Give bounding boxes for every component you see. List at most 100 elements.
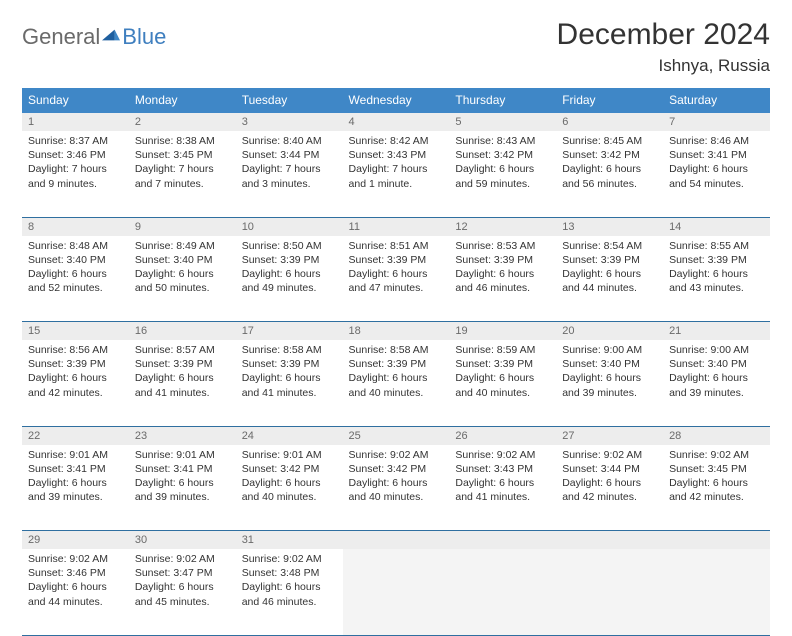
day-cell: Sunrise: 8:53 AMSunset: 3:39 PMDaylight:… — [449, 236, 556, 322]
day-number: 20 — [556, 322, 663, 341]
sunrise-text: Sunrise: 9:01 AM — [135, 448, 230, 462]
day-content: Sunrise: 8:58 AMSunset: 3:39 PMDaylight:… — [236, 340, 343, 406]
sunset-text: Sunset: 3:44 PM — [242, 148, 337, 162]
day-number: 9 — [129, 217, 236, 236]
sunset-text: Sunset: 3:42 PM — [455, 148, 550, 162]
day-cell — [556, 549, 663, 635]
sunset-text: Sunset: 3:39 PM — [455, 357, 550, 371]
daylight-text: Daylight: 6 hours and 44 minutes. — [562, 267, 657, 295]
day-content: Sunrise: 9:02 AMSunset: 3:47 PMDaylight:… — [129, 549, 236, 615]
sunset-text: Sunset: 3:42 PM — [242, 462, 337, 476]
day-content: Sunrise: 8:46 AMSunset: 3:41 PMDaylight:… — [663, 131, 770, 197]
logo-text-general: General — [22, 24, 100, 50]
week-row: Sunrise: 8:56 AMSunset: 3:39 PMDaylight:… — [22, 340, 770, 426]
day-content: Sunrise: 8:55 AMSunset: 3:39 PMDaylight:… — [663, 236, 770, 302]
day-number — [556, 531, 663, 550]
sunset-text: Sunset: 3:39 PM — [562, 253, 657, 267]
daynum-row: 891011121314 — [22, 217, 770, 236]
sunrise-text: Sunrise: 8:45 AM — [562, 134, 657, 148]
location-subtitle: Ishnya, Russia — [557, 56, 770, 76]
day-number: 12 — [449, 217, 556, 236]
daylight-text: Daylight: 6 hours and 45 minutes. — [135, 580, 230, 608]
sunrise-text: Sunrise: 8:56 AM — [28, 343, 123, 357]
day-cell: Sunrise: 9:01 AMSunset: 3:42 PMDaylight:… — [236, 445, 343, 531]
week-row: Sunrise: 9:01 AMSunset: 3:41 PMDaylight:… — [22, 445, 770, 531]
daylight-text: Daylight: 6 hours and 39 minutes. — [135, 476, 230, 504]
day-number: 10 — [236, 217, 343, 236]
week-row: Sunrise: 8:48 AMSunset: 3:40 PMDaylight:… — [22, 236, 770, 322]
daylight-text: Daylight: 6 hours and 40 minutes. — [455, 371, 550, 399]
daylight-text: Daylight: 6 hours and 39 minutes. — [669, 371, 764, 399]
day-number: 17 — [236, 322, 343, 341]
sunset-text: Sunset: 3:40 PM — [562, 357, 657, 371]
day-cell — [343, 549, 450, 635]
weekday-header: Sunday — [22, 88, 129, 113]
weekday-header-row: Sunday Monday Tuesday Wednesday Thursday… — [22, 88, 770, 113]
sunset-text: Sunset: 3:39 PM — [349, 253, 444, 267]
weekday-header: Monday — [129, 88, 236, 113]
daynum-row: 293031 — [22, 531, 770, 550]
day-number: 5 — [449, 113, 556, 131]
calendar-table: Sunday Monday Tuesday Wednesday Thursday… — [22, 88, 770, 636]
page-title: December 2024 — [557, 18, 770, 52]
day-cell: Sunrise: 8:40 AMSunset: 3:44 PMDaylight:… — [236, 131, 343, 217]
sunset-text: Sunset: 3:40 PM — [28, 253, 123, 267]
daylight-text: Daylight: 6 hours and 42 minutes. — [28, 371, 123, 399]
daylight-text: Daylight: 6 hours and 50 minutes. — [135, 267, 230, 295]
sunrise-text: Sunrise: 8:57 AM — [135, 343, 230, 357]
sunrise-text: Sunrise: 9:02 AM — [349, 448, 444, 462]
day-number: 1 — [22, 113, 129, 131]
day-cell: Sunrise: 8:54 AMSunset: 3:39 PMDaylight:… — [556, 236, 663, 322]
day-cell: Sunrise: 8:59 AMSunset: 3:39 PMDaylight:… — [449, 340, 556, 426]
day-cell: Sunrise: 8:57 AMSunset: 3:39 PMDaylight:… — [129, 340, 236, 426]
day-content: Sunrise: 9:01 AMSunset: 3:41 PMDaylight:… — [22, 445, 129, 511]
day-number — [343, 531, 450, 550]
day-content: Sunrise: 9:01 AMSunset: 3:41 PMDaylight:… — [129, 445, 236, 511]
day-cell: Sunrise: 8:46 AMSunset: 3:41 PMDaylight:… — [663, 131, 770, 217]
logo-text-blue: Blue — [122, 24, 166, 50]
daylight-text: Daylight: 6 hours and 39 minutes. — [562, 371, 657, 399]
sunset-text: Sunset: 3:40 PM — [669, 357, 764, 371]
day-cell: Sunrise: 9:00 AMSunset: 3:40 PMDaylight:… — [663, 340, 770, 426]
day-content: Sunrise: 8:38 AMSunset: 3:45 PMDaylight:… — [129, 131, 236, 197]
day-cell: Sunrise: 8:45 AMSunset: 3:42 PMDaylight:… — [556, 131, 663, 217]
day-content: Sunrise: 9:02 AMSunset: 3:45 PMDaylight:… — [663, 445, 770, 511]
sunset-text: Sunset: 3:43 PM — [349, 148, 444, 162]
sunrise-text: Sunrise: 8:59 AM — [455, 343, 550, 357]
sunset-text: Sunset: 3:43 PM — [455, 462, 550, 476]
day-number: 27 — [556, 426, 663, 445]
day-number — [449, 531, 556, 550]
day-cell: Sunrise: 9:01 AMSunset: 3:41 PMDaylight:… — [129, 445, 236, 531]
sunrise-text: Sunrise: 9:00 AM — [669, 343, 764, 357]
day-cell — [449, 549, 556, 635]
day-content: Sunrise: 8:56 AMSunset: 3:39 PMDaylight:… — [22, 340, 129, 406]
sunset-text: Sunset: 3:47 PM — [135, 566, 230, 580]
weekday-header: Tuesday — [236, 88, 343, 113]
daylight-text: Daylight: 6 hours and 41 minutes. — [242, 371, 337, 399]
day-number: 18 — [343, 322, 450, 341]
sunrise-text: Sunrise: 8:43 AM — [455, 134, 550, 148]
sunrise-text: Sunrise: 9:02 AM — [28, 552, 123, 566]
sunrise-text: Sunrise: 8:53 AM — [455, 239, 550, 253]
day-content: Sunrise: 8:57 AMSunset: 3:39 PMDaylight:… — [129, 340, 236, 406]
sunset-text: Sunset: 3:41 PM — [669, 148, 764, 162]
sunrise-text: Sunrise: 8:50 AM — [242, 239, 337, 253]
daylight-text: Daylight: 7 hours and 3 minutes. — [242, 162, 337, 190]
daylight-text: Daylight: 6 hours and 47 minutes. — [349, 267, 444, 295]
sunset-text: Sunset: 3:46 PM — [28, 566, 123, 580]
day-cell: Sunrise: 8:50 AMSunset: 3:39 PMDaylight:… — [236, 236, 343, 322]
day-content: Sunrise: 8:54 AMSunset: 3:39 PMDaylight:… — [556, 236, 663, 302]
day-cell: Sunrise: 9:02 AMSunset: 3:43 PMDaylight:… — [449, 445, 556, 531]
day-number: 21 — [663, 322, 770, 341]
sunrise-text: Sunrise: 9:00 AM — [562, 343, 657, 357]
day-content: Sunrise: 9:00 AMSunset: 3:40 PMDaylight:… — [663, 340, 770, 406]
day-number — [663, 531, 770, 550]
title-block: December 2024 Ishnya, Russia — [557, 18, 770, 76]
day-content: Sunrise: 8:48 AMSunset: 3:40 PMDaylight:… — [22, 236, 129, 302]
daynum-row: 22232425262728 — [22, 426, 770, 445]
daylight-text: Daylight: 6 hours and 49 minutes. — [242, 267, 337, 295]
day-number: 25 — [343, 426, 450, 445]
sunrise-text: Sunrise: 9:01 AM — [242, 448, 337, 462]
sunset-text: Sunset: 3:39 PM — [135, 357, 230, 371]
daylight-text: Daylight: 6 hours and 41 minutes. — [135, 371, 230, 399]
